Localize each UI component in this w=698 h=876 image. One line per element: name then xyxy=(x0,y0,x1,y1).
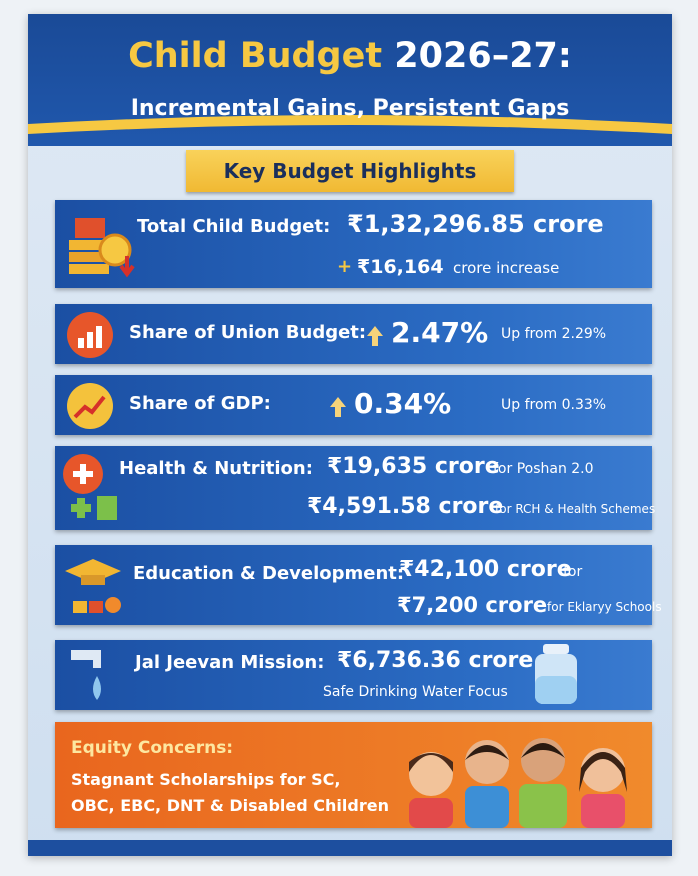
highlight-row: Education & Development: ₹42,100 crore f… xyxy=(55,545,662,625)
highlight-row: Jal Jeevan Mission: ₹6,736.36 crore Safe… xyxy=(55,640,652,710)
footer-bar xyxy=(28,840,672,856)
change-note: crore increase xyxy=(453,259,560,277)
health-icon xyxy=(63,454,117,520)
note: Up from 0.33% xyxy=(501,397,607,413)
subtitle: Incremental Gains, Persistent Gaps xyxy=(130,96,570,121)
title-rest: 2026–27: xyxy=(394,36,572,76)
water-jar xyxy=(535,644,577,704)
note: Safe Drinking Water Focus xyxy=(323,684,508,700)
tap-icon xyxy=(71,650,101,700)
title-highlight: Child Budget xyxy=(128,36,383,76)
children-illustration xyxy=(409,738,627,828)
equity-panel: Equity Concerns: Stagnant Scholarships f… xyxy=(55,722,652,828)
value: ₹42,100 crore xyxy=(399,557,572,582)
ribbon: Key Budget Highlights xyxy=(186,150,514,192)
header-curve xyxy=(28,115,672,134)
value: ₹19,635 crore xyxy=(327,454,500,479)
label: Jal Jeevan Mission: xyxy=(135,652,325,673)
value: 0.34% xyxy=(354,387,452,420)
equity-line: Stagnant Scholarships for SC, xyxy=(71,770,341,789)
chart-icon xyxy=(67,312,113,358)
note: Up from 2.29% xyxy=(501,326,607,342)
title: Child Budget 2026–27: xyxy=(28,36,672,76)
label: Education & Development: xyxy=(133,563,405,584)
change-value: ₹16,164 xyxy=(357,256,444,278)
label: Share of Union Budget: xyxy=(129,322,367,343)
equity-title: Equity Concerns: xyxy=(71,738,234,758)
value: ₹4,591.58 crore xyxy=(307,494,504,519)
gdp-icon xyxy=(67,383,113,429)
money-icon xyxy=(69,218,135,278)
value: ₹7,200 crore xyxy=(397,593,548,617)
highlight-row: Total Child Budget: ₹1,32,296.85 crore +… xyxy=(55,200,652,288)
value: ₹1,32,296.85 crore xyxy=(347,210,604,238)
highlight-row: Share of GDP: 0.34% Up from 0.33% xyxy=(55,375,652,435)
value: 2.47% xyxy=(391,316,489,349)
label: Share of GDP: xyxy=(129,393,271,414)
note: for RCH & Health Schemes xyxy=(495,502,656,516)
label: Total Child Budget: xyxy=(137,216,331,237)
up-arrow xyxy=(330,397,346,417)
highlight-row: Health & Nutrition: ₹19,635 crore for Po… xyxy=(55,446,656,530)
note: for Poshan 2.0 xyxy=(493,461,594,477)
change-sign: + xyxy=(337,256,353,277)
value: ₹6,736.36 crore xyxy=(337,648,534,673)
note: for xyxy=(563,564,583,580)
equity-line: OBC, EBC, DNT & Disabled Children xyxy=(71,796,389,815)
note: for Eklaryy Schools xyxy=(547,600,662,614)
up-arrow xyxy=(367,326,383,346)
label: Health & Nutrition: xyxy=(119,458,313,479)
highlight-row: Share of Union Budget: 2.47% Up from 2.2… xyxy=(55,304,652,364)
education-icon xyxy=(65,559,121,613)
